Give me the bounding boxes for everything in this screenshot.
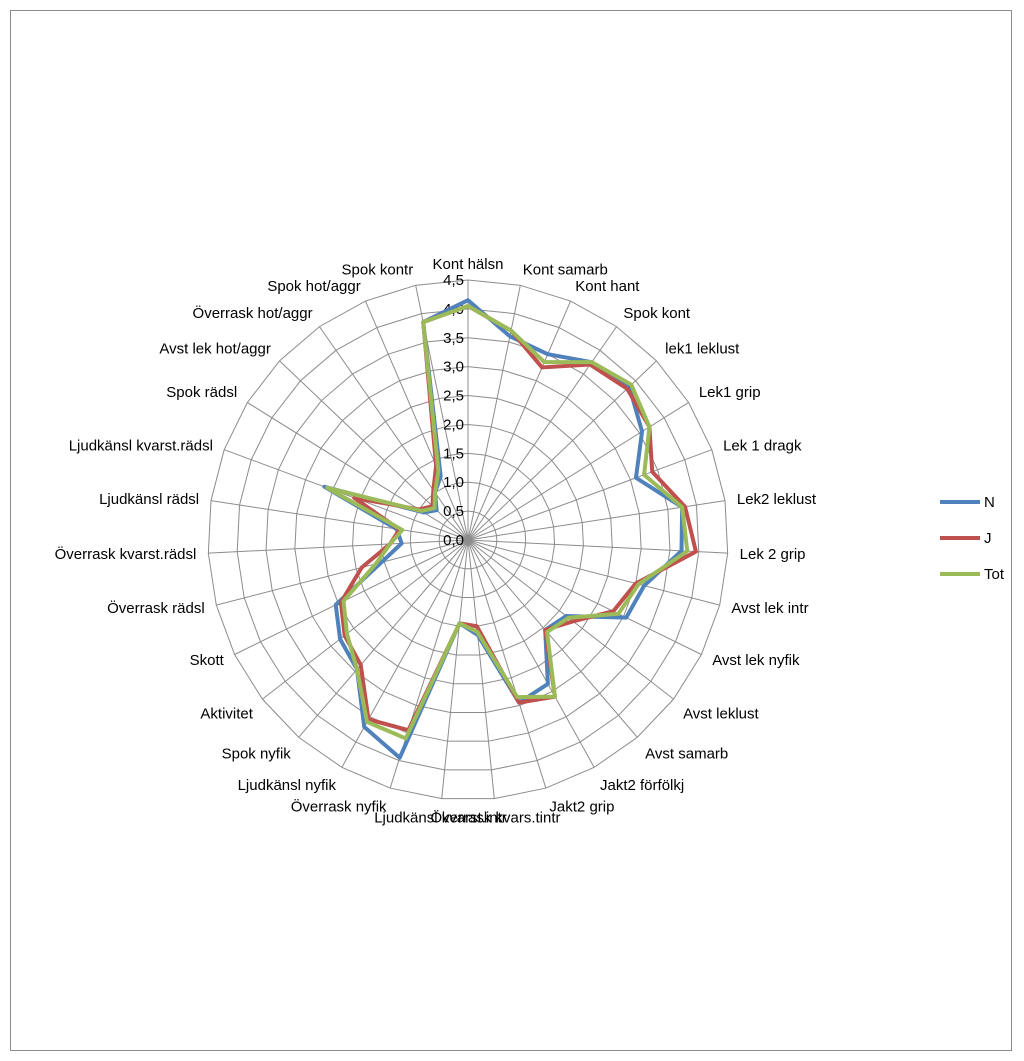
chart-frame bbox=[10, 10, 1012, 1051]
category-label: Kont hant bbox=[575, 278, 640, 295]
axis-tick-label: 1,0 bbox=[443, 474, 464, 491]
category-label: Ljudkänsl nyfik bbox=[238, 777, 337, 794]
grid-spoke bbox=[467, 360, 657, 541]
category-label: Överrask nyfik bbox=[291, 798, 387, 816]
axis-tick-label: 3,5 bbox=[443, 330, 464, 347]
grid-spoke bbox=[234, 539, 469, 655]
grid-spoke bbox=[365, 300, 469, 541]
grid-spoke bbox=[208, 539, 469, 554]
grid-spoke bbox=[467, 300, 571, 541]
category-label: Avst lek nyfik bbox=[712, 652, 800, 669]
legend-label: J bbox=[984, 530, 992, 547]
axis-tick-label: 2,5 bbox=[443, 388, 464, 405]
grid-ring bbox=[438, 510, 498, 570]
category-label: Avst leklust bbox=[683, 705, 759, 722]
grid-spoke bbox=[467, 539, 702, 655]
grid-spoke bbox=[210, 500, 469, 541]
category-label: Avst lek hot/aggr bbox=[159, 341, 270, 358]
category-label: Spok hot/aggr bbox=[267, 278, 360, 295]
grid-ring bbox=[352, 423, 584, 656]
category-label: Aktivitet bbox=[200, 705, 253, 722]
grid-spoke bbox=[247, 402, 469, 541]
grid-spoke bbox=[467, 539, 720, 606]
grid-spoke bbox=[467, 449, 712, 541]
grid-spoke bbox=[467, 285, 521, 541]
grid-spoke bbox=[467, 539, 595, 768]
grid-spoke bbox=[441, 539, 469, 799]
legend-label: Tot bbox=[984, 566, 1005, 583]
category-label: Överrask hot/aggr bbox=[193, 304, 313, 322]
category-label: Avst lek intr bbox=[731, 600, 808, 617]
category-label: Lek 1 dragk bbox=[723, 438, 802, 455]
category-label: lek1 leklust bbox=[665, 341, 740, 358]
category-label: Lek 2 grip bbox=[740, 546, 806, 563]
axis-tick-label: 0,0 bbox=[443, 532, 464, 549]
grid-ring bbox=[323, 395, 613, 685]
category-label: Lek2 leklust bbox=[737, 491, 817, 508]
axis-tick-label: 3,0 bbox=[443, 359, 464, 376]
grid-ring bbox=[236, 308, 700, 771]
category-label: Jakt2 förfölkj bbox=[600, 777, 684, 794]
grid-spoke bbox=[341, 539, 469, 768]
category-label: Överrask kvars.tintr bbox=[431, 809, 561, 827]
axis-tick-label: 0,5 bbox=[443, 503, 464, 520]
category-label: Ljudkänsl kvarst.rädsl bbox=[69, 438, 213, 455]
grid-spoke bbox=[216, 539, 469, 606]
category-label: Spok rädsl bbox=[166, 384, 237, 401]
category-label: Kont hälsn bbox=[433, 256, 504, 273]
grid-spoke bbox=[467, 539, 495, 799]
legend-label: N bbox=[984, 494, 995, 511]
grid-ring bbox=[207, 279, 729, 800]
grid-ring bbox=[294, 366, 642, 713]
category-label: Överrask rädsl bbox=[107, 599, 205, 617]
category-label: Ljudkänsl rädsl bbox=[99, 491, 199, 508]
grid-spoke bbox=[262, 539, 469, 700]
grid-spoke bbox=[467, 539, 547, 789]
axis-tick-label: 4,5 bbox=[443, 272, 464, 289]
category-label: Skott bbox=[190, 652, 225, 669]
axis-tick-label: 2,0 bbox=[443, 416, 464, 433]
category-label: Spok nyfik bbox=[222, 745, 292, 762]
category-label: Avst samarb bbox=[645, 745, 728, 762]
grid-spoke bbox=[298, 539, 469, 738]
grid-spoke bbox=[224, 449, 469, 541]
grid-spoke bbox=[467, 539, 638, 738]
series-line-tot bbox=[325, 304, 690, 741]
category-label: Överrask kvarst.rädsl bbox=[55, 545, 197, 563]
category-label: Jakt2 grip bbox=[549, 799, 614, 816]
category-label: Lek1 grip bbox=[699, 384, 761, 401]
category-label: Kont samarb bbox=[523, 262, 608, 279]
grid-spoke bbox=[319, 326, 469, 541]
axis-tick-label: 1,5 bbox=[443, 445, 464, 462]
series-line-j bbox=[338, 304, 698, 733]
category-label: Spok kont bbox=[623, 305, 691, 322]
category-label: Ljudkänsl kvarst.intr bbox=[374, 810, 507, 827]
grid-spoke bbox=[467, 402, 689, 541]
category-label: Spok kontr bbox=[342, 262, 414, 279]
